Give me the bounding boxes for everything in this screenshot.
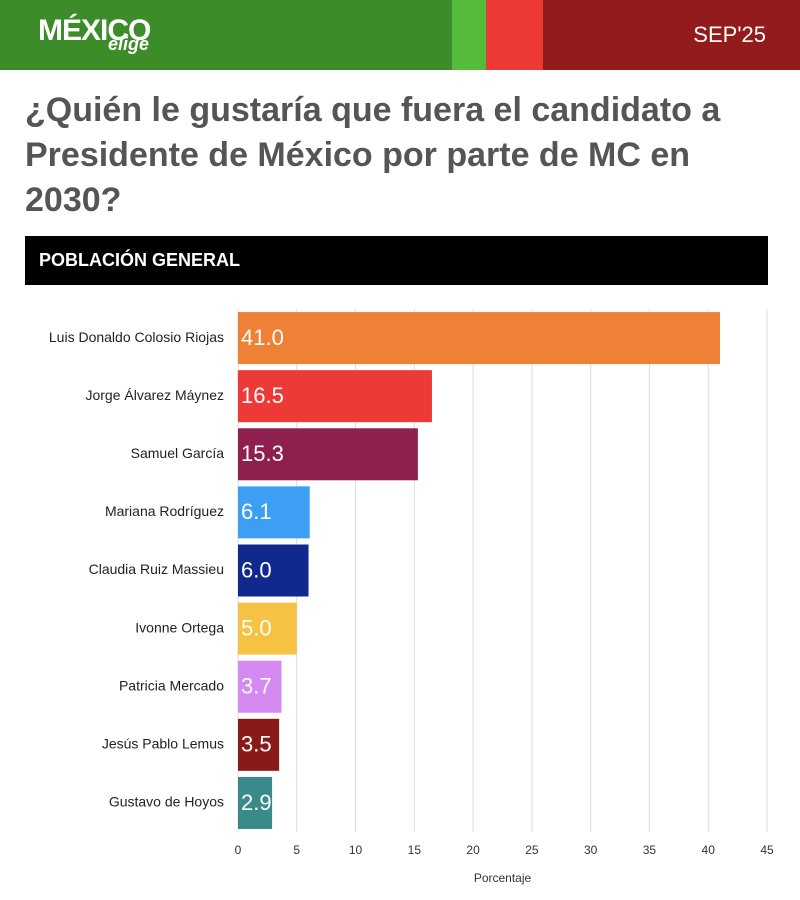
chart-title: ¿Quién le gustaría que fuera el candidat…	[25, 91, 721, 219]
y-tick-label: Ivonne Ortega	[135, 619, 224, 635]
x-tick-label: 45	[760, 843, 774, 857]
bar	[238, 776, 273, 829]
x-tick-label: 5	[293, 843, 300, 857]
value-label: 15.3	[241, 441, 284, 466]
x-tick-label: 40	[702, 843, 716, 857]
header-green	[0, 0, 452, 70]
value-label: 5.0	[241, 615, 272, 640]
header-darkred	[543, 0, 800, 70]
x-tick-label: 15	[408, 843, 422, 857]
y-tick-label: Jesús Pablo Lemus	[102, 736, 224, 752]
subtitle-band: POBLACIÓN GENERAL	[25, 236, 768, 285]
value-label: 2.9	[241, 790, 272, 815]
value-label: 6.1	[241, 499, 272, 524]
subtitle: POBLACIÓN GENERAL	[39, 250, 241, 270]
bar	[238, 370, 432, 423]
y-tick-label: Luis Donaldo Colosio Riojas	[49, 329, 224, 345]
bar	[238, 602, 297, 655]
header-red	[486, 0, 543, 70]
x-tick-label: 10	[349, 843, 363, 857]
y-tick-label: Samuel García	[131, 445, 225, 461]
value-label: 3.5	[241, 732, 272, 757]
logo: MÉXICO	[38, 14, 151, 47]
value-label: 6.0	[241, 557, 272, 582]
value-label: 3.7	[241, 674, 272, 699]
bar	[238, 312, 720, 365]
x-tick-label: 35	[643, 843, 657, 857]
bar	[238, 718, 280, 771]
x-axis-label: Porcentaje	[474, 871, 532, 885]
y-tick-label: Claudia Ruiz Massieu	[89, 561, 224, 577]
x-tick-label: 0	[235, 843, 242, 857]
y-tick-label: Gustavo de Hoyos	[109, 794, 224, 810]
value-label: 41.0	[241, 325, 284, 350]
x-tick-label: 30	[584, 843, 598, 857]
logo-sub: elige	[108, 34, 150, 54]
y-tick-label: Jorge Álvarez Máynez	[85, 387, 224, 403]
value-label: 16.5	[241, 383, 284, 408]
bar	[238, 428, 418, 481]
bar	[238, 486, 310, 539]
x-tick-label: 20	[466, 843, 480, 857]
bar	[238, 544, 309, 597]
y-tick-label: Patricia Mercado	[119, 677, 224, 693]
header-lightgreen	[452, 0, 486, 70]
date: SEP'25	[693, 22, 766, 47]
y-tick-label: Mariana Rodríguez	[105, 503, 224, 519]
x-tick-label: 25	[525, 843, 539, 857]
bar	[238, 660, 282, 713]
